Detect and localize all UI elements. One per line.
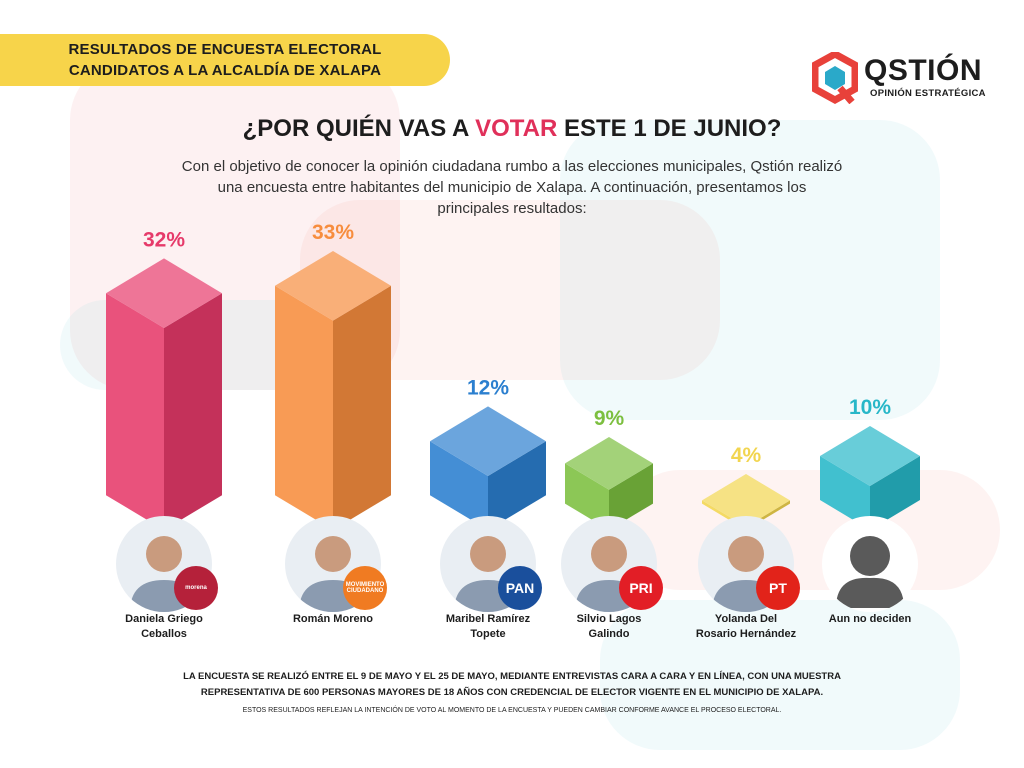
bar-right-face — [609, 463, 653, 530]
bar-right-face — [488, 441, 546, 530]
bar — [106, 258, 222, 530]
candidate-name-line-1: Yolanda Del — [714, 613, 778, 625]
bar — [820, 426, 920, 530]
bar — [275, 251, 391, 530]
title-banner: RESULTADOS DE ENCUESTA ELECTORAL CANDIDA… — [0, 34, 450, 86]
intro-paragraph: Con el objetivo de conocer la opinión ci… — [181, 158, 843, 217]
candidate-name: Silvio Lagos Galindo — [539, 612, 679, 642]
candidate-name: Yolanda Del Rosario Hernández — [676, 612, 816, 642]
bar-left-face — [106, 293, 164, 530]
survey-question: ¿POR QUIÉN VAS A VOTAR ESTE 1 DE JUNIO? — [0, 115, 1024, 143]
bar-value-label: 4% — [731, 444, 762, 467]
disclaimer: ESTOS RESULTADOS REFLEJAN LA INTENCIÓN D… — [242, 707, 782, 714]
background-shape — [560, 120, 940, 420]
party-logo-icon: MOVIMIENTO CIUDADANO — [343, 566, 387, 610]
bar-value-label: 33% — [312, 221, 354, 244]
bar-left-face — [565, 463, 609, 530]
question-prefix: ¿POR QUIÉN VAS A — [242, 115, 476, 142]
bar — [565, 437, 653, 530]
question-highlight: VOTAR — [475, 115, 558, 142]
candidate-name-line-2: Rosario Hernández — [695, 628, 797, 640]
background-shape — [620, 470, 1000, 590]
candidate-name-line-2: Ceballos — [141, 628, 187, 640]
candidate-name: Daniela Griego Ceballos — [94, 612, 234, 642]
qstion-logo: QSTIÓN OPINIÓN ESTRATÉGICA — [812, 52, 987, 104]
party-logo-icon: PAN — [498, 566, 542, 610]
bar-left-face — [820, 456, 870, 530]
candidate-name-line-1: Román Moreno — [292, 613, 374, 625]
bar-left-face — [275, 285, 333, 530]
candidate-name-line-1: Maribel Ramírez — [445, 613, 531, 625]
bar-left-face — [430, 441, 488, 530]
bar — [430, 406, 546, 530]
bar-top-face — [702, 474, 790, 527]
bar-right-face — [870, 456, 920, 530]
candidate-name-line-2: Galindo — [588, 628, 630, 640]
methodology-note: LA ENCUESTA SE REALIZÓ ENTRE EL 9 DE MAY… — [120, 669, 904, 701]
candidate-name-line-1: Silvio Lagos — [576, 613, 642, 625]
bar-right-face — [333, 285, 391, 530]
methodology-line-2: REPRESENTATIVA DE 600 PERSONAS MAYORES D… — [200, 687, 824, 698]
bar-value-label: 10% — [849, 396, 891, 419]
banner-line-2: CANDIDATOS A LA ALCALDÍA DE XALAPA — [68, 62, 382, 79]
logo-name: QSTIÓN — [864, 54, 983, 87]
undecided-user-icon — [822, 516, 918, 612]
background-shape — [600, 600, 960, 750]
logo-tagline: OPINIÓN ESTRATÉGICA — [870, 88, 986, 99]
methodology-line-1: LA ENCUESTA SE REALIZÓ ENTRE EL 9 DE MAY… — [183, 671, 841, 682]
bar-value-label: 12% — [467, 376, 509, 399]
candidate-name: Román Moreno — [263, 612, 403, 627]
bar-top-face — [565, 437, 653, 490]
party-logo-icon: PRI — [619, 566, 663, 610]
candidate-name-line-1: Aun no deciden — [828, 613, 912, 625]
bar-value-label: 32% — [143, 228, 185, 251]
bar-top-face — [106, 258, 222, 328]
question-suffix: ESTE 1 DE JUNIO? — [557, 115, 782, 142]
candidate-name-line-2: Topete — [470, 628, 506, 640]
bar-top-face — [430, 406, 546, 476]
candidate-name: Maribel Ramírez Topete — [418, 612, 558, 642]
banner-line-1: RESULTADOS DE ENCUESTA ELECTORAL — [68, 41, 382, 58]
candidate-name: Aun no deciden — [800, 612, 940, 627]
party-logo-icon: morena — [174, 566, 218, 610]
candidate-name-line-1: Daniela Griego — [125, 613, 203, 625]
bar-value-label: 9% — [594, 407, 625, 430]
bar-top-face — [275, 251, 391, 321]
party-logo-icon: PT — [756, 566, 800, 610]
logo-mark-icon — [812, 52, 858, 104]
bar-right-face — [164, 293, 222, 530]
bar-top-face — [820, 426, 920, 486]
